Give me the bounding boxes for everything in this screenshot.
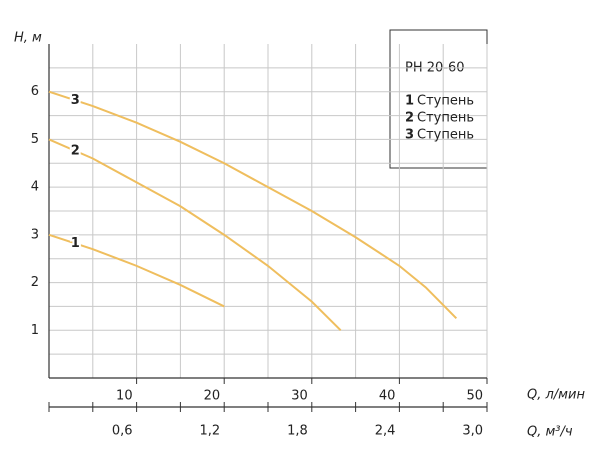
y-tick-label: 2 — [31, 275, 39, 290]
legend-label: Ступень — [417, 128, 474, 143]
legend-label: Ступень — [417, 94, 474, 109]
x-tick-label: 20 — [204, 389, 221, 404]
x-tick-label: 50 — [466, 389, 483, 404]
curve — [48, 233, 225, 308]
legend-label: Ступень — [417, 111, 474, 126]
x2-tick-label: 0,6 — [112, 424, 133, 439]
x2-tick-label: 3,0 — [462, 424, 483, 439]
y-tick-label: 4 — [31, 180, 39, 195]
legend-box — [389, 29, 488, 169]
curve — [48, 138, 342, 331]
y-tick-label: 5 — [31, 132, 39, 147]
curve-label: 3 — [71, 93, 80, 108]
plot — [49, 44, 488, 378]
x-tick-label: 10 — [116, 389, 133, 404]
legend-number: 2 — [405, 111, 414, 126]
x2-tick-label: 2,4 — [375, 424, 396, 439]
y-tick-label: 6 — [31, 84, 39, 99]
x2-axis-label: Q, м³/ч — [527, 425, 573, 440]
legend-number: 3 — [405, 128, 414, 143]
curve — [48, 90, 458, 320]
x2-tick-label: 1,2 — [200, 424, 221, 439]
curve-label: 1 — [71, 236, 80, 251]
x-tick-label: 30 — [291, 389, 308, 404]
y-tick-label: 3 — [31, 227, 39, 242]
x-axis-label: Q, л/мин — [527, 388, 585, 403]
y-tick-label: 1 — [31, 323, 39, 338]
y-axis-label: H, м — [14, 31, 42, 46]
curve-label: 2 — [71, 143, 80, 158]
x-tick-label: 40 — [379, 389, 396, 404]
legend-number: 1 — [405, 94, 414, 109]
x2-tick-label: 1,8 — [287, 424, 308, 439]
